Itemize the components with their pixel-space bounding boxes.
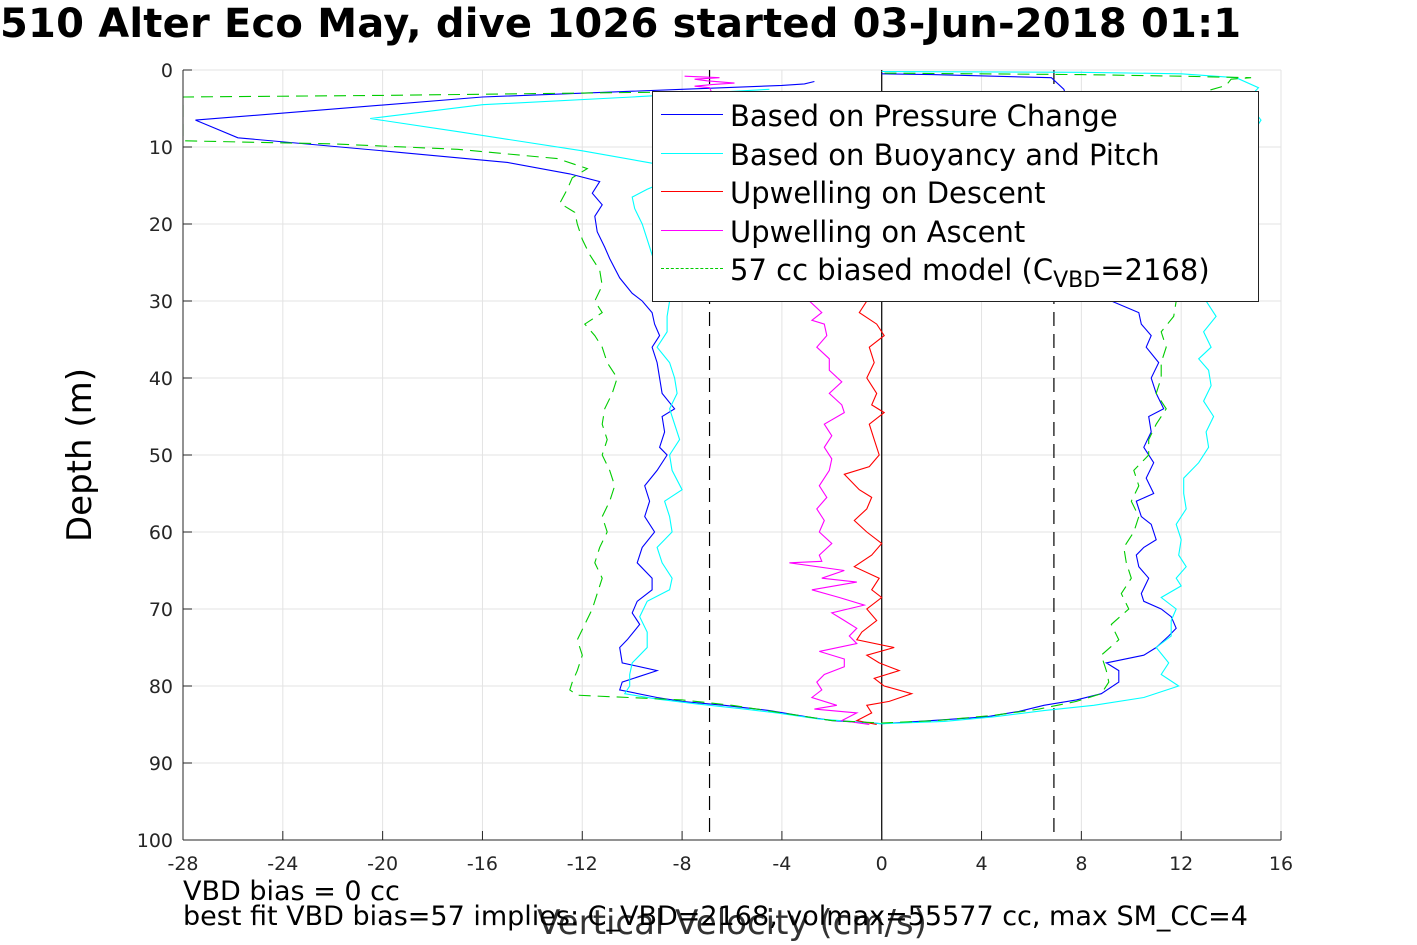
- y-tick-label: 0: [161, 60, 173, 82]
- y-tick-label: 10: [149, 137, 173, 159]
- x-tick-label: 8: [1075, 853, 1087, 875]
- y-tick-label: 100: [137, 830, 173, 852]
- legend-swatch: [661, 191, 723, 192]
- x-tick-label: 16: [1269, 853, 1293, 875]
- x-tick-label: -12: [567, 853, 598, 875]
- y-tick-label: 50: [149, 445, 173, 467]
- x-tick-label: -4: [772, 853, 791, 875]
- legend-swatch: [661, 229, 723, 231]
- legend-label-main: 57 cc biased model (C: [730, 253, 1054, 287]
- legend: Based on Pressure Change Based on Buoyanc…: [652, 91, 1259, 302]
- vbd-bias-note: VBD bias = 0 cc: [183, 876, 400, 907]
- chart-title: 510 Alter Eco May, dive 1026 started 03-…: [0, 1, 1242, 47]
- x-axis-label: Vertical Velocity (cm/s): [537, 903, 927, 943]
- legend-item: Based on Buoyancy and Pitch: [653, 135, 1258, 173]
- y-tick-label: 40: [149, 368, 173, 390]
- x-tick-label: -8: [673, 853, 692, 875]
- legend-label: Based on Buoyancy and Pitch: [730, 138, 1160, 172]
- legend-item: Upwelling on Ascent: [653, 212, 1258, 250]
- axes: [182, 69, 1282, 841]
- y-tick-label: 20: [149, 214, 173, 236]
- legend-label-main: Upwelling on Ascent: [730, 214, 1026, 249]
- legend-item: 57 cc biased model (CVBD=2168): [653, 250, 1258, 293]
- y-tick-label: 80: [149, 676, 173, 698]
- tick-labels: -28 -24 -20 -16 -12 -8 -4 0 4 8 12 16 0 10 20 30 40 50 60 7…: [137, 60, 1293, 875]
- legend-label: 57 cc biased model (CVBD=2168): [730, 253, 1210, 293]
- y-tick-label: 60: [149, 522, 173, 544]
- best-fit-note: best fit VBD bias=57 implies: C_VBD=2168…: [183, 901, 1248, 932]
- y-tick-label: 90: [149, 753, 173, 775]
- y-tick-label: 70: [149, 599, 173, 621]
- legend-item: Based on Pressure Change: [653, 96, 1258, 134]
- legend-swatch: [661, 268, 723, 269]
- legend-item: Upwelling on Descent: [653, 173, 1258, 211]
- legend-swatch: [661, 152, 723, 154]
- x-tick-label: 4: [975, 853, 987, 875]
- legend-label-subscript: VBD: [1053, 267, 1101, 293]
- x-tick-label: -16: [467, 853, 498, 875]
- series-line-5: [183, 72, 1252, 724]
- series-line-1: [195, 73, 1177, 725]
- legend-label: Based on Pressure Change: [730, 99, 1118, 133]
- legend-swatch: [661, 114, 723, 115]
- legend-label: Upwelling on Descent: [730, 176, 1046, 210]
- y-axis-label: Depth (m): [60, 367, 100, 543]
- legend-label-end: =2168): [1100, 253, 1210, 287]
- legend-label-main: Based on Buoyancy and Pitch: [730, 137, 1160, 172]
- series-line-4: [684, 75, 870, 726]
- x-tick-label: -24: [267, 853, 298, 875]
- legend-label: Upwelling on Ascent: [730, 215, 1025, 249]
- x-tick-label: -28: [167, 853, 198, 875]
- legend-label-main: Upwelling on Descent: [730, 176, 1046, 210]
- x-tick-label: -20: [367, 853, 398, 875]
- y-tick-label: 30: [149, 291, 173, 313]
- x-tick-label: 0: [876, 853, 888, 875]
- x-tick-label: 12: [1169, 853, 1193, 875]
- legend-label-main: Based on Pressure Change: [730, 99, 1118, 133]
